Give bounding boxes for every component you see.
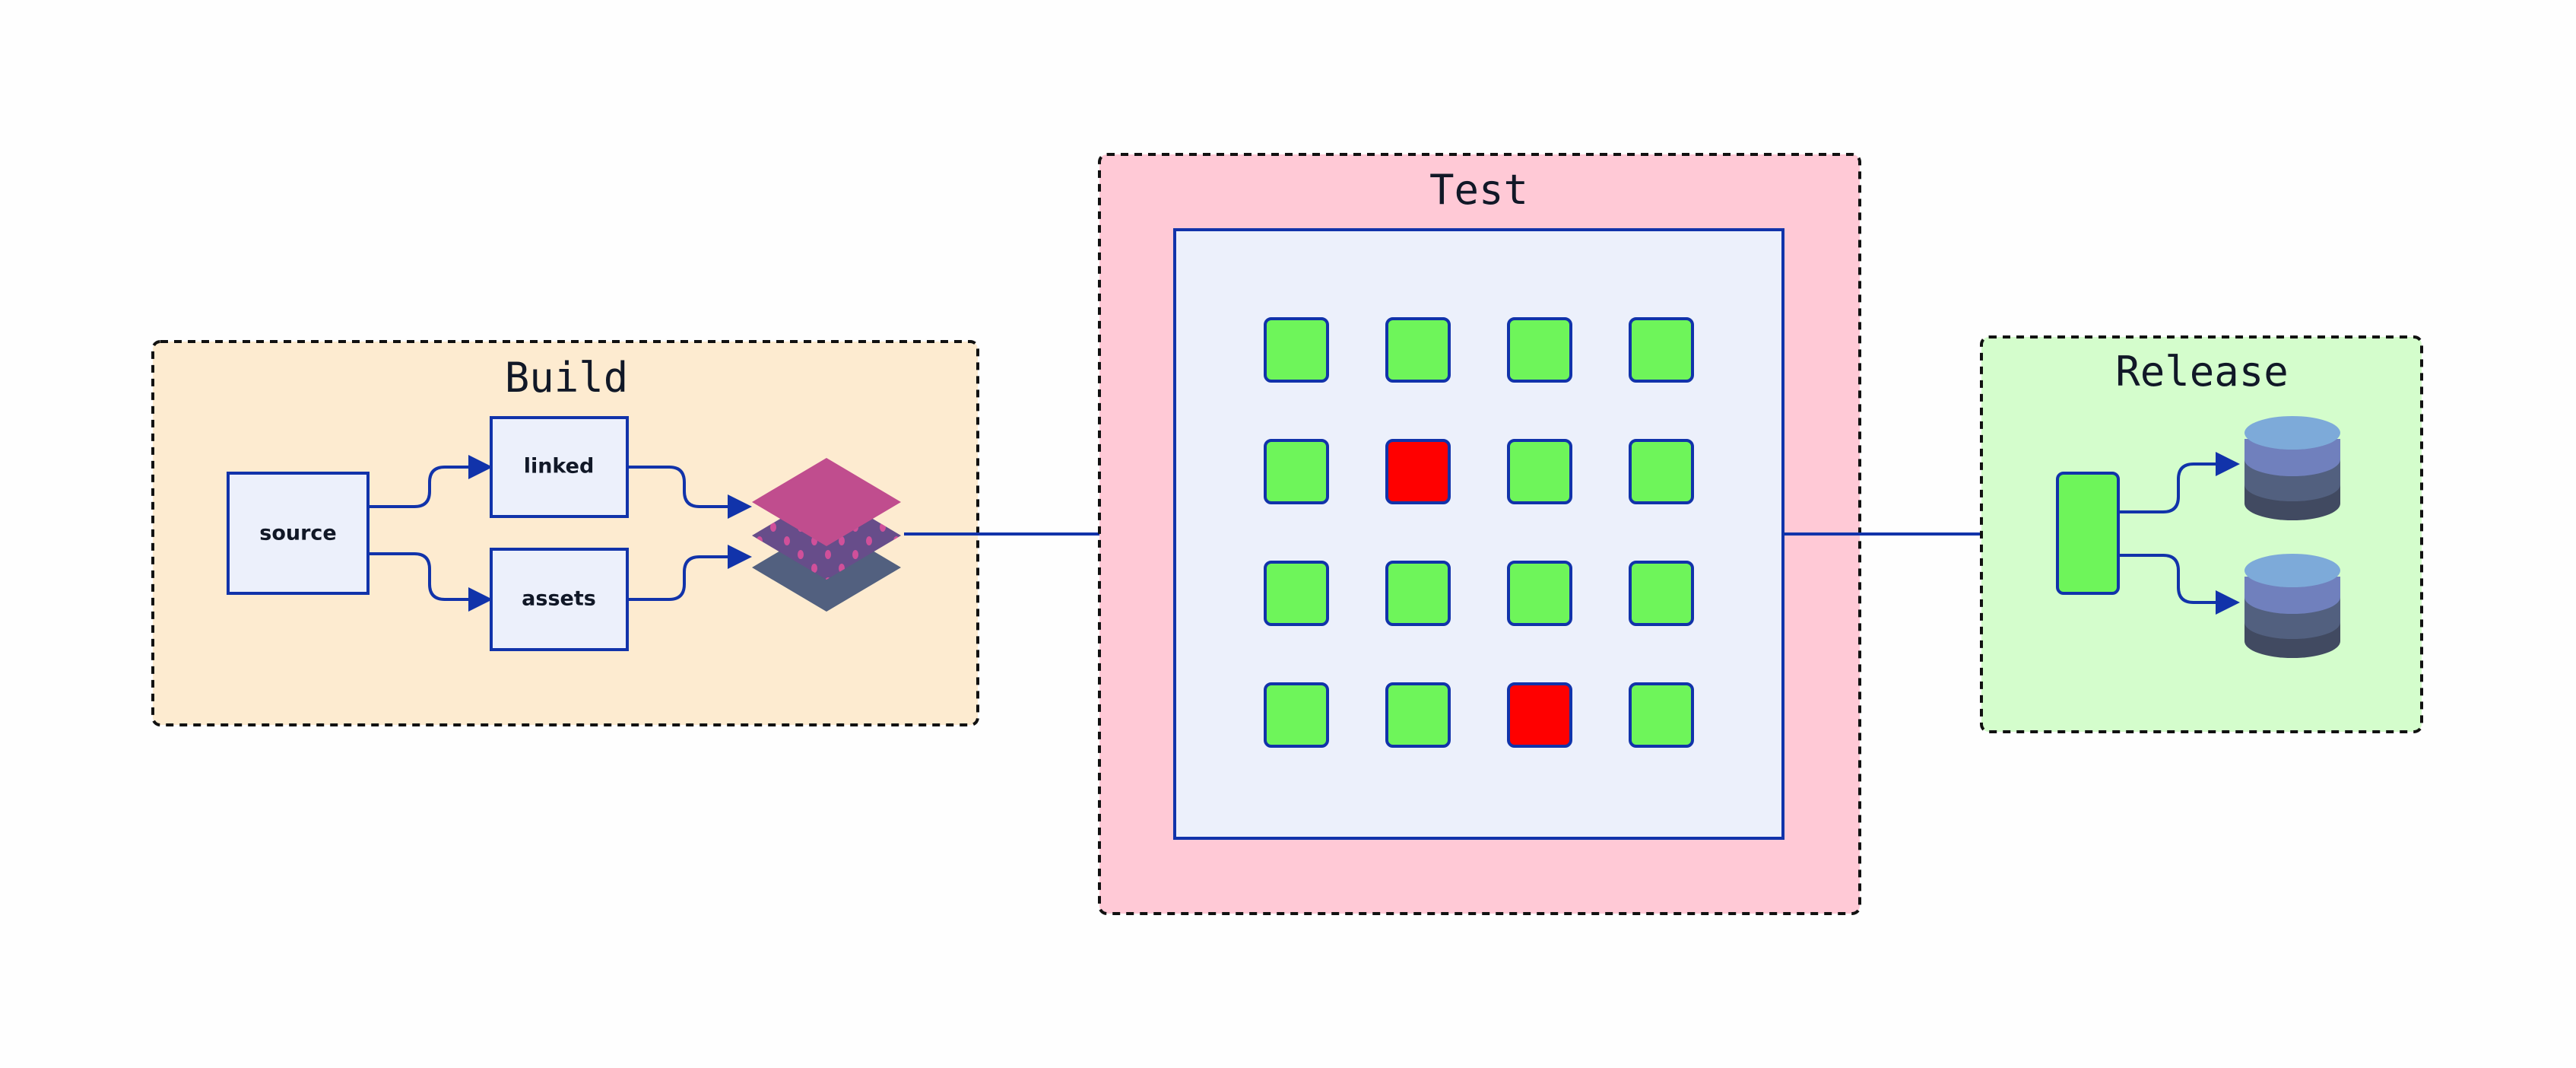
database-icon [2244, 554, 2340, 658]
test-case-pass[interactable] [1507, 561, 1572, 626]
source-label: source [259, 522, 336, 545]
test-case-pass[interactable] [1629, 439, 1694, 504]
test-case-pass[interactable] [1629, 561, 1694, 626]
test-case-pass[interactable] [1385, 682, 1451, 748]
linked-node[interactable]: linked [490, 416, 629, 518]
test-case-pass[interactable] [1629, 682, 1694, 748]
linked-label: linked [524, 455, 595, 478]
test-case-pass[interactable] [1264, 561, 1329, 626]
test-case-pass[interactable] [1264, 317, 1329, 383]
assets-node[interactable]: assets [490, 548, 629, 651]
edge-linked-layers [629, 466, 752, 519]
test-stage: Test [1098, 153, 1861, 915]
edge-assets-layers [629, 545, 752, 601]
test-case-pass[interactable] [1264, 439, 1329, 504]
source-node[interactable]: source [227, 472, 370, 595]
test-title: Test [1429, 166, 1528, 214]
test-case-pass[interactable] [1629, 317, 1694, 383]
test-grid [1264, 317, 1694, 748]
test-case-pass[interactable] [1385, 317, 1451, 383]
test-case-pass[interactable] [1264, 682, 1329, 748]
release-stage: Release [1980, 335, 2423, 733]
build-stage: Build source linked assets [151, 340, 979, 726]
edge-release-db1 [2120, 452, 2240, 513]
build-title: Build [505, 354, 629, 402]
layers-icon [752, 458, 901, 612]
test-case-fail[interactable] [1507, 682, 1572, 748]
edge-source-linked [370, 455, 493, 508]
edge-release-db2 [2120, 554, 2240, 615]
assets-label: assets [522, 587, 596, 611]
release-container [1980, 335, 2423, 733]
test-case-pass[interactable] [1507, 439, 1572, 504]
release-title: Release [2115, 348, 2289, 396]
edge-source-assets [370, 552, 493, 612]
test-case-fail[interactable] [1385, 439, 1451, 504]
release-node[interactable] [2056, 472, 2120, 595]
test-case-pass[interactable] [1385, 561, 1451, 626]
database-icon [2244, 416, 2340, 520]
test-case-pass[interactable] [1507, 317, 1572, 383]
